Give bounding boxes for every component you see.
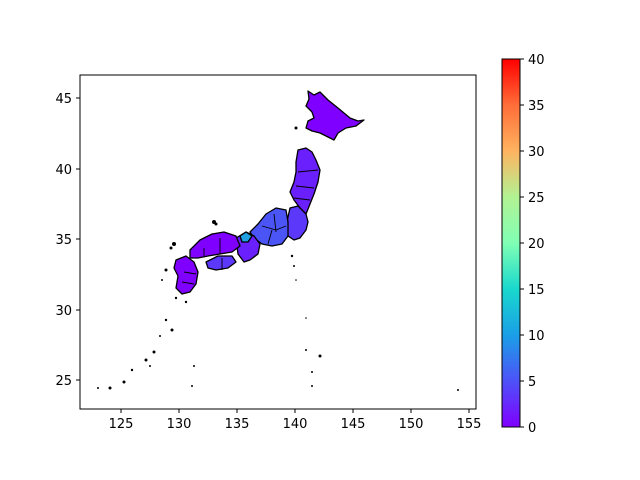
shikoku-region xyxy=(205,255,237,271)
x-axis xyxy=(120,409,470,413)
y-tick-label: 40 xyxy=(55,163,72,178)
prefecture-borders xyxy=(181,169,319,285)
teal-prefecture xyxy=(239,231,253,243)
hokkaido-region xyxy=(305,90,365,141)
y-axis xyxy=(76,97,80,381)
y-tick-label: 30 xyxy=(55,304,72,319)
x-tick-label: 155 xyxy=(457,417,482,432)
tohoku-region xyxy=(289,147,321,215)
x-tick-label: 140 xyxy=(283,417,308,432)
x-tick-label: 130 xyxy=(167,417,192,432)
colorbar-tick-label: 10 xyxy=(528,329,545,344)
x-tick-label: 150 xyxy=(399,417,424,432)
colorbar-tick-label: 5 xyxy=(528,375,536,390)
x-tick-label: 125 xyxy=(109,417,134,432)
chugoku-region xyxy=(189,231,241,259)
colorbar-tick-label: 20 xyxy=(528,237,545,252)
y-tick-labels: 25 30 35 40 45 xyxy=(55,92,72,389)
colorbar-tick-label: 40 xyxy=(528,53,545,68)
colorbar-ticks xyxy=(520,58,524,428)
y-tick-label: 45 xyxy=(55,92,72,107)
x-tick-label: 135 xyxy=(225,417,250,432)
colorbar-tick-label: 15 xyxy=(528,283,545,298)
colorbar-tick-label: 0 xyxy=(528,421,536,436)
colorbar-tick-label: 30 xyxy=(528,145,545,160)
y-tick-label: 35 xyxy=(55,233,72,248)
kyushu-region xyxy=(173,255,199,295)
colorbar-tick-label: 35 xyxy=(528,99,545,114)
colorbar xyxy=(501,58,521,428)
colorbar-tick-label: 25 xyxy=(528,191,545,206)
small-islands xyxy=(97,126,459,391)
x-tick-label: 145 xyxy=(341,417,366,432)
x-tick-labels: 125 130 135 140 145 150 155 xyxy=(109,417,482,432)
japan-map xyxy=(97,90,459,391)
y-tick-label: 25 xyxy=(55,374,72,389)
colorbar-tick-labels: 0 5 10 15 20 25 30 35 40 xyxy=(528,53,545,436)
